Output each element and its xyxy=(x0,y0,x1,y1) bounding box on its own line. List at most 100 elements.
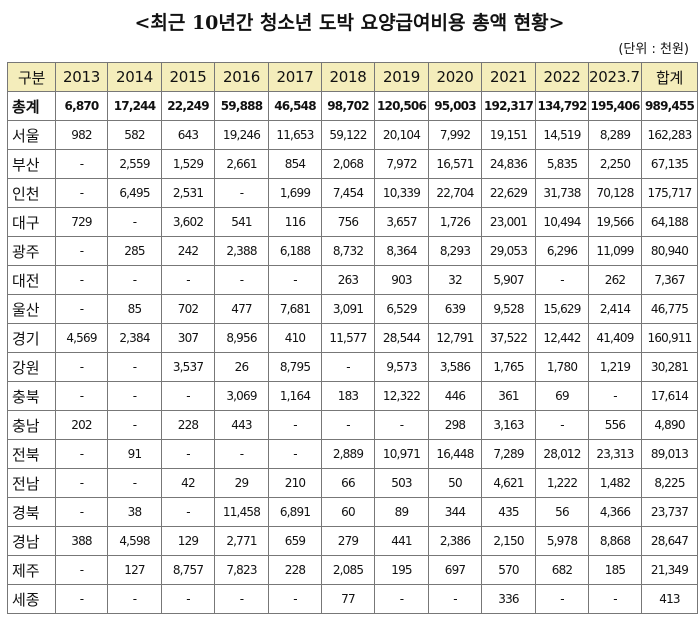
table-cell: 2,661 xyxy=(214,149,269,179)
row-label: 제주 xyxy=(7,555,56,585)
table-cell: 120,506 xyxy=(374,91,429,121)
table-cell: 7,972 xyxy=(374,149,429,179)
table-cell: 210 xyxy=(268,468,322,498)
table-cell: 80,940 xyxy=(641,236,698,266)
row-label: 광주 xyxy=(7,236,56,266)
table-cell: 160,911 xyxy=(641,323,698,353)
row-label: 대구 xyxy=(7,207,56,237)
table-cell: - xyxy=(268,410,322,440)
table-row: 대전 - - - - -263 903 32 5,907-262 7,367 xyxy=(7,265,698,295)
table-cell: 22,704 xyxy=(428,178,482,208)
table-cell: - xyxy=(107,381,162,411)
column-header: 2019 xyxy=(374,62,429,92)
table-cell: 446 xyxy=(428,381,482,411)
table-cell: 2,384 xyxy=(107,323,162,353)
table-cell: 42 xyxy=(161,468,215,498)
table-cell: 46,775 xyxy=(641,294,698,324)
table-cell: 682 xyxy=(535,555,589,585)
table-cell: 6,296 xyxy=(535,236,589,266)
table-cell: 8,732 xyxy=(321,236,375,266)
row-label: 충북 xyxy=(7,381,56,411)
table-cell: 10,494 xyxy=(535,207,589,237)
table-cell: 24,836 xyxy=(481,149,536,179)
table-cell: 28,012 xyxy=(535,439,589,469)
table-cell: 127 xyxy=(107,555,162,585)
table-cell: 3,586 xyxy=(428,352,482,382)
table-cell: 435 xyxy=(481,497,536,527)
table-cell: 64,188 xyxy=(641,207,698,237)
table-row: 부산 -2,559 1,529 2,661 854 2,068 7,972 16,571 24,… xyxy=(7,149,698,179)
table-cell: 195 xyxy=(374,555,429,585)
table-cell: 116 xyxy=(268,207,322,237)
table-cell: - xyxy=(374,584,429,614)
table-cell: 659 xyxy=(268,526,322,556)
table-cell: - xyxy=(268,439,322,469)
table-cell: 1,765 xyxy=(481,352,536,382)
row-label: 강원 xyxy=(7,352,56,382)
table-cell: 3,602 xyxy=(161,207,215,237)
table-row: 광주 -285 242 2,388 6,188 8,732 8,364 8,293 29,053… xyxy=(7,236,698,266)
table-cell: 19,151 xyxy=(481,120,536,150)
table-cell: 8,868 xyxy=(588,526,642,556)
table-cell: 56 xyxy=(535,497,589,527)
table-cell: 26 xyxy=(214,352,269,382)
table-row: 울산 -85 702 477 7,681 3,091 6,529 639 9,528 15,629… xyxy=(7,294,698,324)
table-cell: - xyxy=(107,207,162,237)
table-cell: 307 xyxy=(161,323,215,353)
table-cell: 1,726 xyxy=(428,207,482,237)
table-cell: 28,647 xyxy=(641,526,698,556)
table-cell: 582 xyxy=(107,120,162,150)
row-label: 부산 xyxy=(7,149,56,179)
table-cell: 37,522 xyxy=(481,323,536,353)
table-cell: 59,888 xyxy=(214,91,269,121)
table-cell: - xyxy=(535,584,589,614)
table-cell: 16,448 xyxy=(428,439,482,469)
column-header: 2022 xyxy=(535,62,589,92)
table-cell: - xyxy=(55,149,108,179)
table-cell: - xyxy=(535,265,589,295)
table-cell: 95,003 xyxy=(428,91,482,121)
table-cell: 23,737 xyxy=(641,497,698,527)
table-cell: - xyxy=(588,381,642,411)
table-cell: 1,699 xyxy=(268,178,322,208)
table-cell: 556 xyxy=(588,410,642,440)
table-cell: 29 xyxy=(214,468,269,498)
table-cell: 89 xyxy=(374,497,429,527)
table-cell: 242 xyxy=(161,236,215,266)
table-cell: 28,544 xyxy=(374,323,429,353)
table-cell: 5,835 xyxy=(535,149,589,179)
table-cell: 202 xyxy=(55,410,108,440)
table-cell: 5,978 xyxy=(535,526,589,556)
table-cell: - xyxy=(214,584,269,614)
table-cell: 11,099 xyxy=(588,236,642,266)
table-cell: 10,339 xyxy=(374,178,429,208)
table-cell: 134,792 xyxy=(535,91,589,121)
column-header: 2017 xyxy=(268,62,322,92)
table-cell: 477 xyxy=(214,294,269,324)
table-cell: 29,053 xyxy=(481,236,536,266)
row-label: 세종 xyxy=(7,584,56,614)
table-cell: - xyxy=(55,352,108,382)
table-cell: 7,681 xyxy=(268,294,322,324)
table-cell: 69 xyxy=(535,381,589,411)
table-cell: 1,482 xyxy=(588,468,642,498)
table-cell: - xyxy=(161,381,215,411)
table-cell: 2,531 xyxy=(161,178,215,208)
table-row: 서울 982 582 643 19,246 11,653 59,122 20,104 7,992… xyxy=(7,120,698,150)
table-cell: - xyxy=(535,410,589,440)
table-cell: 4,366 xyxy=(588,497,642,527)
page-title: <최근 10년간 청소년 도박 요양급여비용 총액 현황> xyxy=(134,12,565,34)
table-cell: - xyxy=(588,584,642,614)
row-label: 충남 xyxy=(7,410,56,440)
table-cell: 2,414 xyxy=(588,294,642,324)
table-cell: - xyxy=(161,439,215,469)
table-row: 인천 -6,495 2,531-1,699 7,454 10,339 22,704 22,6… xyxy=(7,178,698,208)
table-cell: 6,495 xyxy=(107,178,162,208)
table-cell: - xyxy=(214,265,269,295)
table-cell: 697 xyxy=(428,555,482,585)
table-cell: 8,956 xyxy=(214,323,269,353)
column-header: 2013 xyxy=(55,62,108,92)
table-cell: - xyxy=(268,584,322,614)
table-cell: - xyxy=(161,497,215,527)
table-cell: 192,317 xyxy=(481,91,536,121)
